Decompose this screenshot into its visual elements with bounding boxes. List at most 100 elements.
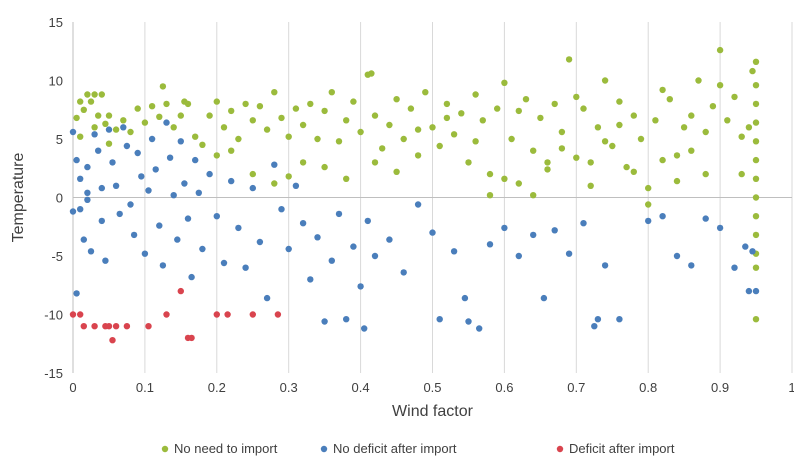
points-layer xyxy=(69,46,760,344)
data-point xyxy=(501,79,508,87)
legend-marker xyxy=(161,445,169,453)
data-point xyxy=(314,234,321,241)
y-tick-label: -5 xyxy=(51,249,63,264)
data-point xyxy=(87,248,95,255)
data-point xyxy=(752,264,760,271)
data-point xyxy=(249,184,256,192)
data-point xyxy=(558,145,566,152)
data-point xyxy=(148,103,156,110)
data-point xyxy=(630,112,637,119)
data-point xyxy=(263,126,271,133)
data-point xyxy=(702,170,709,178)
data-point xyxy=(580,220,587,227)
data-point xyxy=(271,180,278,187)
data-point xyxy=(285,245,292,253)
data-point xyxy=(752,100,760,108)
data-point xyxy=(400,135,407,143)
data-point xyxy=(274,311,282,318)
data-point xyxy=(587,182,594,189)
data-point xyxy=(98,184,106,192)
data-point xyxy=(673,252,681,260)
data-point xyxy=(213,98,220,105)
data-point xyxy=(285,133,292,140)
data-point xyxy=(573,93,580,101)
data-point xyxy=(515,252,522,260)
data-point xyxy=(77,311,84,318)
data-point xyxy=(181,180,188,187)
data-point xyxy=(77,133,84,140)
data-point xyxy=(436,142,443,150)
data-point xyxy=(134,149,141,157)
data-point xyxy=(112,126,120,133)
data-point xyxy=(738,133,745,140)
data-point xyxy=(573,154,580,161)
data-point xyxy=(393,96,400,103)
data-point xyxy=(192,156,199,164)
data-point xyxy=(235,135,242,143)
data-point xyxy=(105,126,113,133)
data-point xyxy=(256,103,264,110)
data-point xyxy=(95,112,102,119)
data-point xyxy=(544,166,551,173)
data-point xyxy=(530,147,537,154)
data-point xyxy=(742,243,749,250)
data-point xyxy=(228,107,235,115)
data-point xyxy=(486,170,494,178)
data-point xyxy=(195,189,202,196)
data-point xyxy=(228,147,235,154)
data-point xyxy=(170,192,177,199)
data-point xyxy=(77,175,84,182)
data-point xyxy=(752,58,760,65)
data-point xyxy=(486,192,494,199)
data-point xyxy=(314,135,321,143)
x-tick-label: 0.7 xyxy=(567,380,585,395)
data-point xyxy=(752,175,760,182)
data-point xyxy=(616,121,623,129)
data-point xyxy=(206,170,213,178)
data-point xyxy=(530,192,537,199)
x-tick-label: 0.8 xyxy=(639,380,657,395)
data-point xyxy=(749,248,756,255)
x-tick-label: 0.9 xyxy=(711,380,729,395)
data-point xyxy=(292,182,300,189)
data-point xyxy=(479,117,486,124)
data-point xyxy=(263,294,271,302)
data-point xyxy=(752,138,760,145)
data-point xyxy=(130,231,138,239)
data-point xyxy=(652,117,659,124)
axis-layer: 0 0.1 0.2 0.3 0.4 0.5 0.6 0.7 0.8 0.9 1 15 10 5 0 -5 -10… xyxy=(44,15,794,395)
data-point xyxy=(350,243,357,250)
data-point xyxy=(174,236,181,243)
y-tick-label: 15 xyxy=(49,15,63,30)
data-point xyxy=(371,159,379,166)
x-axis-title: Wind factor xyxy=(392,403,474,420)
data-point xyxy=(116,210,123,218)
data-point xyxy=(587,159,594,166)
data-point xyxy=(307,276,314,283)
data-point xyxy=(537,114,544,122)
data-point xyxy=(551,227,558,234)
data-point xyxy=(414,126,422,133)
data-point xyxy=(69,128,77,136)
data-point xyxy=(98,217,106,225)
data-point xyxy=(91,323,98,330)
data-point xyxy=(127,128,134,136)
data-point xyxy=(206,112,213,119)
data-point xyxy=(213,311,220,318)
x-tick-label: 0.5 xyxy=(423,380,441,395)
data-point xyxy=(84,91,91,98)
y-tick-label: -15 xyxy=(44,366,63,381)
data-point xyxy=(321,163,328,171)
data-point xyxy=(522,96,530,103)
data-point xyxy=(343,117,350,124)
data-point xyxy=(235,224,242,232)
data-point xyxy=(659,86,666,94)
data-point xyxy=(400,269,407,276)
data-point xyxy=(745,124,753,131)
data-point xyxy=(278,206,285,213)
data-point xyxy=(98,91,106,98)
data-point xyxy=(213,152,220,159)
data-point xyxy=(141,119,149,126)
x-tick-label: 0 xyxy=(69,380,76,395)
data-point xyxy=(386,236,393,243)
